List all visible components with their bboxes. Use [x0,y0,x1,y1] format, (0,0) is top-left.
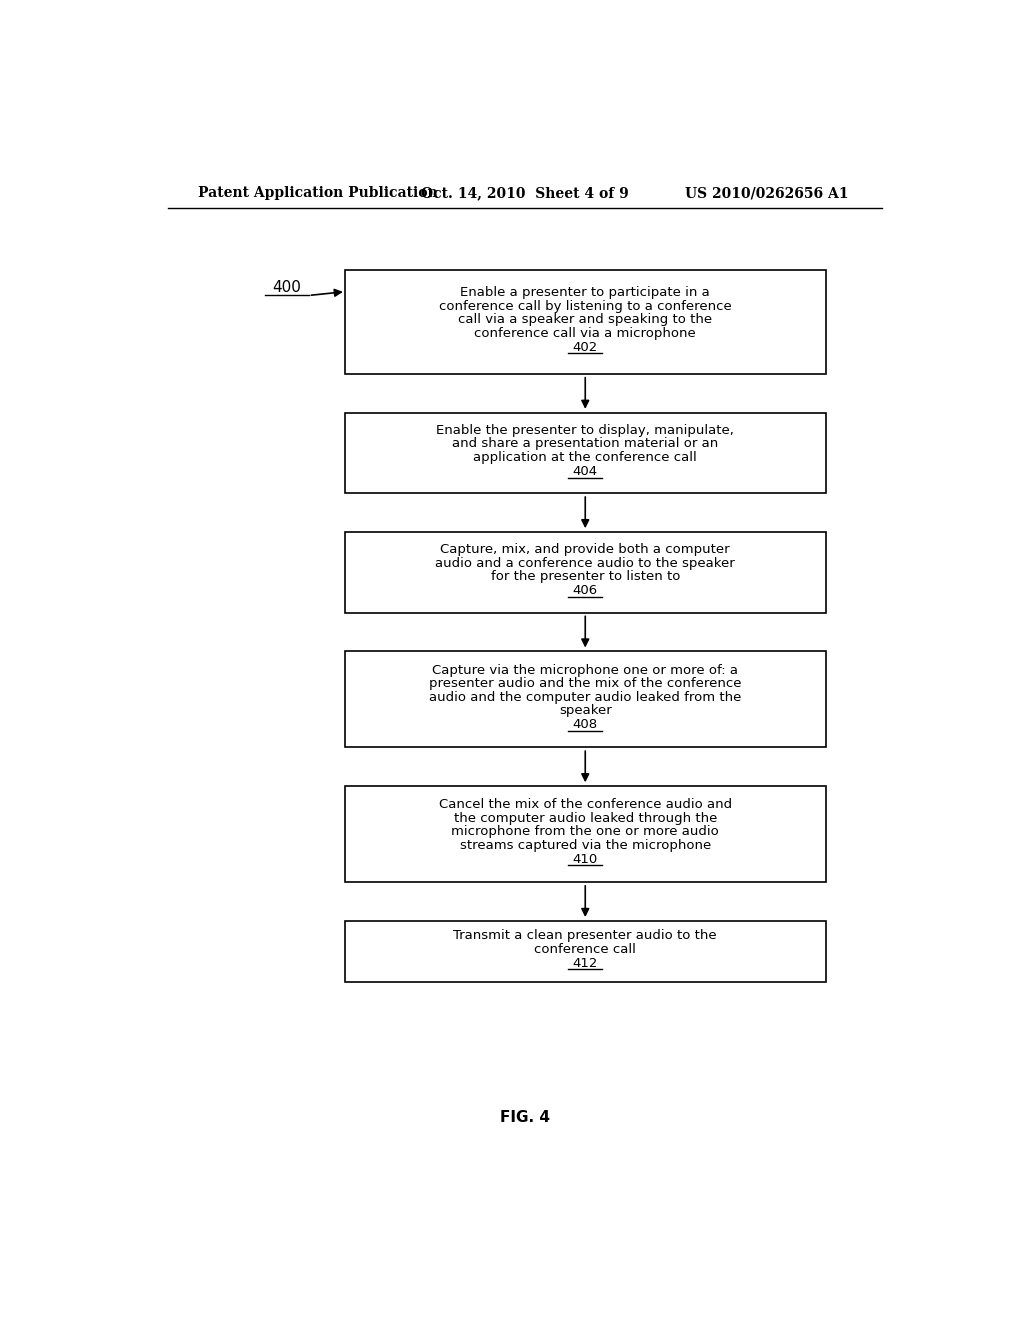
Text: Capture via the microphone one or more of: a: Capture via the microphone one or more o… [432,664,738,677]
Bar [345,651,825,747]
Text: streams captured via the microphone: streams captured via the microphone [460,838,711,851]
Text: US 2010/0262656 A1: US 2010/0262656 A1 [685,186,849,201]
Bar [345,785,825,882]
Text: Enable the presenter to display, manipulate,: Enable the presenter to display, manipul… [436,424,734,437]
Text: presenter audio and the mix of the conference: presenter audio and the mix of the confe… [429,677,741,690]
Text: Oct. 14, 2010  Sheet 4 of 9: Oct. 14, 2010 Sheet 4 of 9 [421,186,629,201]
Text: audio and the computer audio leaked from the: audio and the computer audio leaked from… [429,690,741,704]
Text: 406: 406 [572,585,598,597]
Text: 402: 402 [572,341,598,354]
Text: FIG. 4: FIG. 4 [500,1110,550,1125]
Bar [345,921,825,982]
Text: call via a speaker and speaking to the: call via a speaker and speaking to the [458,313,713,326]
Text: audio and a conference audio to the speaker: audio and a conference audio to the spea… [435,557,735,570]
Text: 412: 412 [572,957,598,970]
Text: conference call via a microphone: conference call via a microphone [474,326,696,339]
Bar [345,413,825,494]
Text: Patent Application Publication: Patent Application Publication [198,186,437,201]
Text: Transmit a clean presenter audio to the: Transmit a clean presenter audio to the [454,929,717,942]
Bar [345,271,825,374]
Text: 404: 404 [572,465,598,478]
Text: application at the conference call: application at the conference call [473,451,697,463]
Text: for the presenter to listen to: for the presenter to listen to [490,570,680,583]
Text: microphone from the one or more audio: microphone from the one or more audio [452,825,719,838]
Text: 408: 408 [572,718,598,731]
Text: and share a presentation material or an: and share a presentation material or an [453,437,719,450]
Text: the computer audio leaked through the: the computer audio leaked through the [454,812,717,825]
Text: 410: 410 [572,853,598,866]
Text: 400: 400 [272,280,301,296]
Text: conference call: conference call [535,942,636,956]
Text: speaker: speaker [559,704,611,717]
Text: Capture, mix, and provide both a computer: Capture, mix, and provide both a compute… [440,544,730,556]
Bar [345,532,825,612]
Text: conference call by listening to a conference: conference call by listening to a confer… [439,300,731,313]
Text: Cancel the mix of the conference audio and: Cancel the mix of the conference audio a… [438,799,732,812]
Text: Enable a presenter to participate in a: Enable a presenter to participate in a [461,286,710,300]
